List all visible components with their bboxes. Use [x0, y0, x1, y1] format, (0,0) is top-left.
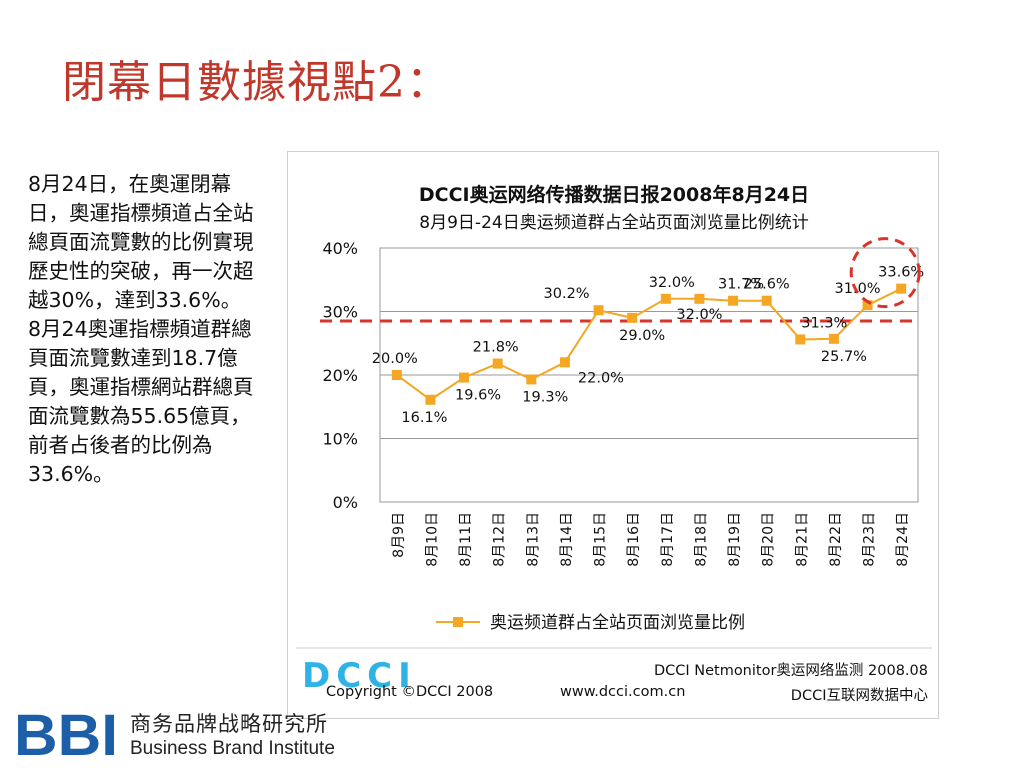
chart-subtitle: 8月9日-24日奥运频道群占全站页面浏览量比例统计: [419, 213, 809, 233]
x-tick-label: 8月17日: [660, 512, 676, 567]
y-tick-label: 20%: [322, 366, 358, 385]
data-label: 21.8%: [473, 340, 519, 356]
data-point: [828, 333, 839, 344]
chart-copyright: Copyright ©DCCI 2008: [326, 684, 494, 700]
data-label: 25.6%: [744, 277, 790, 293]
x-tick-label: 8月9日: [391, 512, 407, 558]
data-point: [896, 283, 907, 294]
chart-data-center: DCCI互联网数据中心: [790, 688, 928, 704]
data-label: 25.7%: [821, 349, 867, 365]
data-label: 31.7%: [718, 277, 764, 293]
slide-title: 閉幕日數據視點2：: [62, 57, 451, 108]
data-point: [795, 334, 806, 345]
x-tick-label: 8月12日: [492, 512, 508, 567]
data-label: 31.3%: [801, 315, 847, 331]
x-tick-label: 8月20日: [761, 512, 777, 567]
x-tick-label: 8月11日: [458, 512, 474, 567]
chart-frame: DCCI奥运网络传播数据日报2008年8月24日 8月9日-24日奥运频道群占全…: [287, 151, 939, 719]
data-label: 32.0%: [649, 275, 695, 291]
x-tick-label: 8月19日: [727, 512, 743, 567]
x-tick-label: 8月13日: [525, 512, 541, 567]
paragraph-2: 8月24奧運指標頻道群總頁面流覽數達到18.7億頁，奧運指標網站群總頁面流覽數為…: [28, 317, 254, 486]
data-point: [694, 293, 705, 304]
legend-marker: [453, 617, 463, 627]
data-label: 22.0%: [578, 370, 624, 386]
paragraph-1: 8月24日，在奧運閉幕日，奧運指標頻道占全站總頁面流覽數的比例實現歷史性的突破，…: [28, 172, 254, 312]
data-label: 19.3%: [522, 389, 568, 405]
data-label: 33.6%: [878, 265, 924, 281]
chart-source: DCCI Netmonitor奥运网络监测 2008.08: [653, 663, 928, 679]
data-point: [391, 370, 402, 380]
data-point: [425, 394, 436, 405]
y-tick-label: 10%: [322, 430, 358, 449]
data-point: [526, 374, 537, 385]
data-label: 19.6%: [455, 388, 501, 404]
highlight-circle: [849, 237, 921, 309]
x-tick-label: 8月15日: [593, 512, 609, 567]
y-tick-label: 30%: [322, 303, 358, 322]
y-tick-label: 40%: [322, 239, 358, 258]
side-text: 8月24日，在奧運閉幕日，奧運指標頻道占全站總頁面流覽數的比例實現歷史性的突破，…: [28, 170, 260, 489]
line-chart: 0% 10% 20% 30% 40% 8月9日 8月10日 8月11日 8月12日 8月13日 8月…: [296, 237, 932, 649]
x-tick-label: 8月10日: [424, 512, 440, 567]
data-point: [627, 312, 638, 323]
x-tick-label: 8月22日: [828, 512, 844, 567]
data-label: 29.0%: [619, 328, 665, 344]
x-tick-label: 8月18日: [693, 512, 709, 567]
data-label: 20.0%: [372, 351, 418, 367]
legend-label: 奥运频道群占全站页面浏览量比例: [490, 613, 745, 633]
data-point: [862, 300, 873, 311]
brand-name-cn: 商务品牌战略研究所: [130, 712, 328, 736]
data-label: 30.2%: [544, 286, 590, 302]
x-tick-label: 8月23日: [862, 512, 878, 567]
bbi-logo-text: BBI: [14, 705, 118, 761]
data-point: [761, 295, 772, 306]
data-point: [459, 372, 470, 383]
data-point: [559, 357, 570, 368]
data-point: [728, 295, 739, 306]
chart-title: DCCI奥运网络传播数据日报2008年8月24日: [418, 184, 810, 206]
data-label: 31.0%: [835, 281, 881, 297]
data-point: [492, 358, 503, 369]
data-label: 16.1%: [401, 410, 447, 426]
dcci-logo: DCCI: [302, 656, 417, 696]
x-tick-label: 8月14日: [559, 512, 575, 567]
brand-name-en: Business Brand Institute: [130, 738, 335, 759]
x-tick-label: 8月16日: [626, 512, 642, 567]
chart-url: www.dcci.com.cn: [560, 684, 686, 700]
data-point: [593, 305, 604, 316]
x-tick-label: 8月21日: [794, 512, 810, 567]
data-label: 32.0%: [676, 307, 722, 323]
data-point: [660, 293, 671, 304]
series-line: [396, 287, 902, 401]
y-tick-label: 0%: [333, 493, 358, 512]
x-tick-label: 8月24日: [895, 512, 911, 567]
bbi-logo: BBI: [14, 705, 118, 761]
